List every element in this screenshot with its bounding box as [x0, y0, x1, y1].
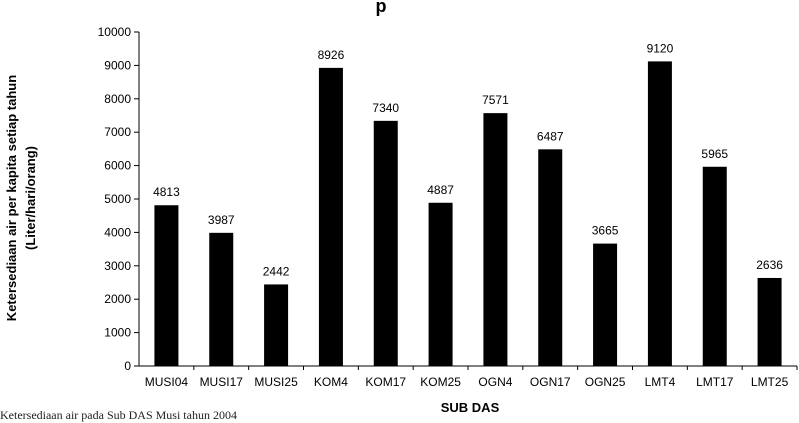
y-axis-title-2: (Liter/hari/orang) [23, 146, 38, 250]
y-tick-label: 4000 [104, 225, 131, 239]
y-tick-label: 1000 [104, 326, 131, 340]
chart-title: p [376, 0, 387, 16]
data-label-musi04: 4813 [153, 185, 180, 199]
data-label-ogn4: 7571 [482, 93, 509, 107]
data-label-lmt4: 9120 [647, 41, 674, 55]
category-label-lmt17: LMT17 [696, 375, 734, 389]
bar-ogn17 [538, 149, 563, 366]
category-label-ogn25: OGN25 [585, 375, 626, 389]
category-label-lmt25: LMT25 [751, 375, 789, 389]
y-axis-title: Ketersediaan air per kapita setiap tahun [4, 75, 19, 321]
data-label-musi17: 3987 [208, 213, 235, 227]
data-label-kom25: 4887 [427, 183, 454, 197]
data-label-ogn25: 3665 [592, 224, 619, 238]
category-label-ogn17: OGN17 [530, 375, 571, 389]
y-tick-label: 3000 [104, 259, 131, 273]
x-axis-title: SUB DAS [441, 400, 500, 415]
category-label-musi17: MUSI17 [200, 375, 244, 389]
data-label-lmt25: 2636 [756, 258, 783, 272]
bar-lmt4 [647, 61, 672, 366]
figure-caption: Ketersediaan air pada Sub DAS Musi tahun… [0, 408, 237, 422]
bar-kom17 [373, 120, 398, 367]
category-label-musi25: MUSI25 [254, 375, 298, 389]
y-tick-label: 7000 [104, 125, 131, 139]
bar-lmt25 [757, 277, 782, 366]
y-tick-label: 8000 [104, 92, 131, 106]
y-tick-label: 2000 [104, 292, 131, 306]
bar-lmt17 [702, 166, 727, 366]
plot-area: 0 1000 2000 3000 4000 5000 6000 7000 8000 9000 100… [98, 25, 798, 389]
y-tick-label: 9000 [104, 58, 131, 72]
category-label-kom4: KOM4 [314, 375, 348, 389]
bar-musi17 [209, 232, 234, 366]
category-label-musi04: MUSI04 [145, 375, 189, 389]
data-label-musi25: 2442 [263, 264, 290, 278]
category-label-lmt4: LMT4 [645, 375, 676, 389]
category-label-kom17: KOM17 [365, 375, 406, 389]
y-tick-label: 6000 [104, 159, 131, 173]
data-label-lmt17: 5965 [701, 147, 728, 161]
bar-kom4 [318, 67, 343, 367]
y-tick-label: 0 [124, 359, 131, 373]
data-label-ogn17: 6487 [537, 129, 564, 143]
y-axis-title-line1: Ketersediaan air per kapita setiap tahun [4, 75, 19, 321]
y-tick-label: 10000 [98, 25, 132, 39]
bar-ogn4 [483, 113, 508, 366]
category-label-kom25: KOM25 [420, 375, 461, 389]
bar-kom25 [428, 202, 453, 366]
bar-musi25 [264, 284, 289, 366]
category-label-ogn4: OGN4 [478, 375, 512, 389]
data-label-kom17: 7340 [372, 101, 399, 115]
y-tick-label: 5000 [104, 192, 131, 206]
data-label-kom4: 8926 [318, 48, 345, 62]
y-axis-title-line2: (Liter/hari/orang) [23, 146, 38, 250]
bar-musi04 [154, 205, 179, 366]
bar-ogn25 [593, 243, 618, 366]
